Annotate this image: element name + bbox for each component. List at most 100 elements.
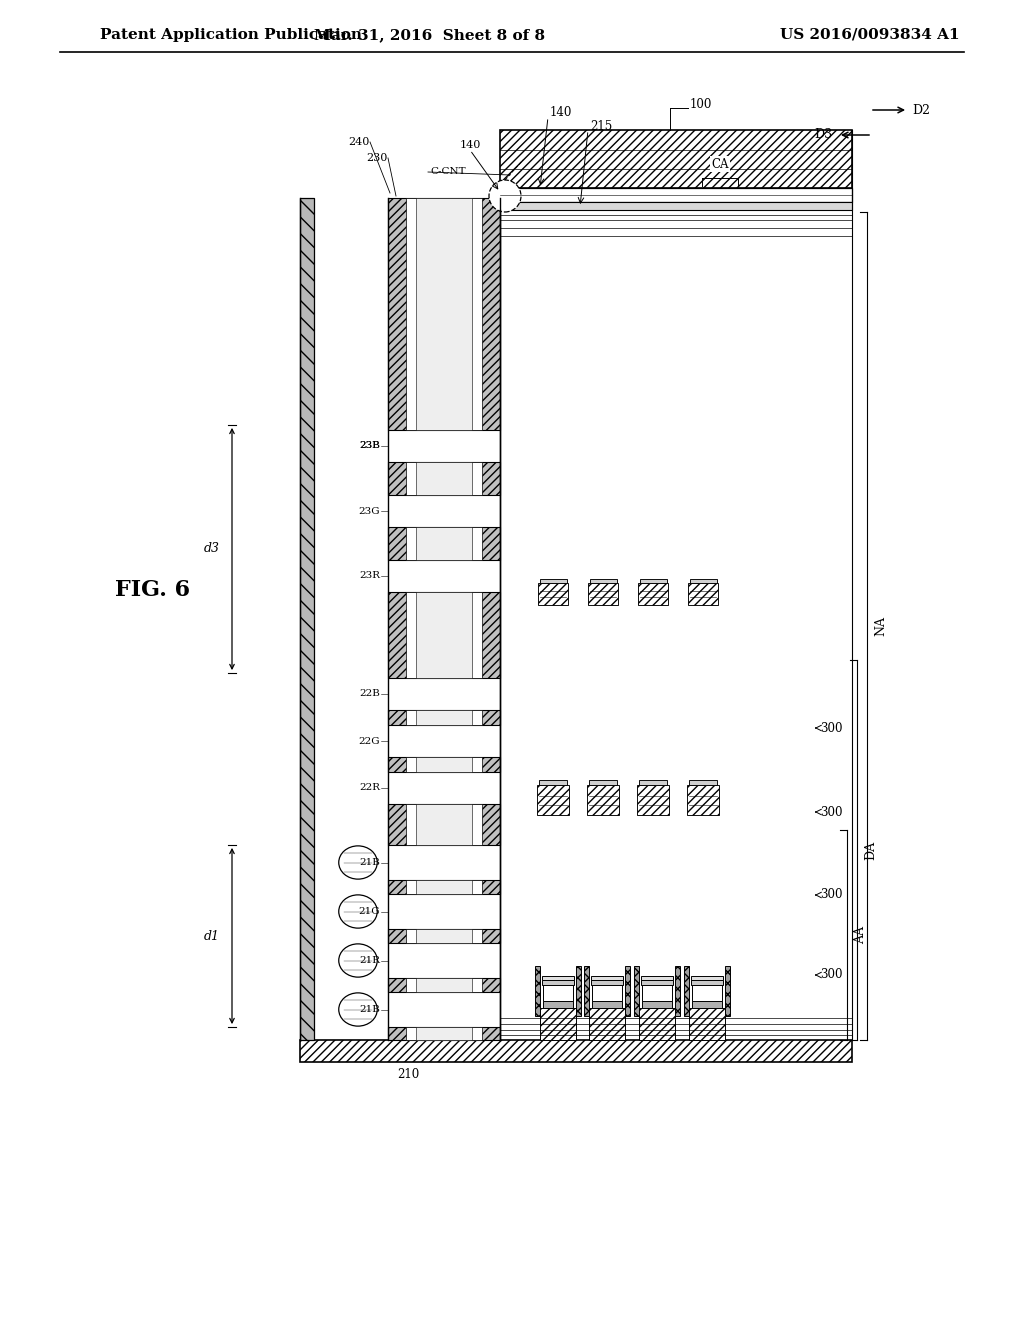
- Bar: [388, 880, 500, 894]
- Text: 215: 215: [590, 120, 612, 132]
- Text: Mar. 31, 2016  Sheet 8 of 8: Mar. 31, 2016 Sheet 8 of 8: [314, 28, 546, 42]
- Text: 23R: 23R: [359, 572, 380, 581]
- Bar: [591, 975, 624, 979]
- Bar: [406, 710, 482, 725]
- Bar: [416, 527, 472, 560]
- Bar: [500, 129, 852, 187]
- Ellipse shape: [339, 895, 377, 928]
- Ellipse shape: [339, 846, 377, 879]
- Bar: [589, 1008, 625, 1040]
- Bar: [406, 804, 482, 845]
- Text: C-CNT: C-CNT: [430, 168, 466, 177]
- Text: FIG. 6: FIG. 6: [115, 579, 190, 601]
- Text: d3: d3: [204, 543, 220, 556]
- Text: 22R: 22R: [359, 784, 380, 792]
- Bar: [687, 785, 719, 814]
- Bar: [542, 975, 574, 979]
- Text: 140: 140: [460, 140, 481, 150]
- Bar: [691, 979, 723, 985]
- Bar: [388, 198, 500, 430]
- Bar: [388, 462, 500, 495]
- Bar: [543, 1001, 573, 1008]
- Text: 300: 300: [820, 888, 843, 902]
- Ellipse shape: [339, 993, 377, 1026]
- Text: 21B: 21B: [359, 858, 380, 867]
- Bar: [406, 527, 482, 560]
- Bar: [691, 975, 723, 979]
- Bar: [589, 780, 617, 785]
- Bar: [625, 966, 630, 1016]
- Text: d1: d1: [204, 929, 220, 942]
- Bar: [592, 985, 623, 1001]
- Bar: [388, 710, 500, 725]
- Bar: [689, 579, 717, 583]
- Bar: [639, 780, 668, 785]
- Bar: [542, 979, 574, 985]
- Bar: [675, 966, 680, 1016]
- Bar: [406, 462, 482, 495]
- Text: 23B: 23B: [359, 441, 380, 450]
- Bar: [416, 591, 472, 678]
- Bar: [590, 579, 616, 583]
- Bar: [540, 579, 566, 583]
- Bar: [592, 1001, 623, 1008]
- Bar: [300, 1040, 852, 1063]
- Circle shape: [489, 180, 521, 213]
- Text: 240: 240: [348, 137, 370, 147]
- Text: 21B: 21B: [359, 1005, 380, 1014]
- Text: AA: AA: [854, 927, 867, 944]
- Bar: [575, 966, 581, 1016]
- Bar: [641, 975, 673, 979]
- Text: 300: 300: [820, 722, 843, 734]
- Bar: [500, 202, 852, 210]
- Bar: [639, 1008, 675, 1040]
- Text: 100: 100: [690, 99, 713, 111]
- Bar: [406, 591, 482, 678]
- Text: 300: 300: [820, 805, 843, 818]
- Bar: [300, 198, 314, 1040]
- Bar: [538, 583, 568, 605]
- Bar: [684, 966, 689, 1016]
- Bar: [406, 756, 482, 772]
- Text: 22B: 22B: [359, 689, 380, 698]
- Bar: [388, 1027, 500, 1040]
- Bar: [388, 527, 500, 560]
- Bar: [416, 756, 472, 772]
- Text: Patent Application Publication: Patent Application Publication: [100, 28, 362, 42]
- Bar: [689, 1008, 725, 1040]
- Bar: [642, 1001, 673, 1008]
- Bar: [638, 583, 668, 605]
- Bar: [688, 583, 718, 605]
- Bar: [406, 198, 482, 430]
- Bar: [500, 187, 852, 202]
- Bar: [388, 591, 500, 678]
- Bar: [587, 785, 618, 814]
- Text: 21R: 21R: [359, 956, 380, 965]
- Bar: [543, 985, 573, 1001]
- Bar: [416, 978, 472, 993]
- Text: 23G: 23G: [358, 507, 380, 516]
- Text: 230: 230: [367, 153, 388, 162]
- Bar: [591, 979, 624, 985]
- Bar: [539, 780, 567, 785]
- Bar: [388, 756, 500, 772]
- Bar: [537, 785, 569, 814]
- Bar: [642, 985, 673, 1001]
- Bar: [416, 929, 472, 942]
- Bar: [388, 978, 500, 993]
- Text: 23B: 23B: [359, 441, 380, 450]
- Bar: [688, 780, 718, 785]
- Bar: [416, 880, 472, 894]
- Text: 140: 140: [550, 106, 572, 119]
- Bar: [691, 985, 722, 1001]
- Text: 21G: 21G: [358, 907, 380, 916]
- Text: D2: D2: [912, 103, 930, 116]
- Bar: [691, 1001, 722, 1008]
- Bar: [540, 1008, 575, 1040]
- Text: 210: 210: [397, 1068, 419, 1081]
- Bar: [416, 198, 472, 430]
- Bar: [640, 579, 667, 583]
- Bar: [388, 804, 500, 845]
- Bar: [416, 1027, 472, 1040]
- Bar: [725, 966, 730, 1016]
